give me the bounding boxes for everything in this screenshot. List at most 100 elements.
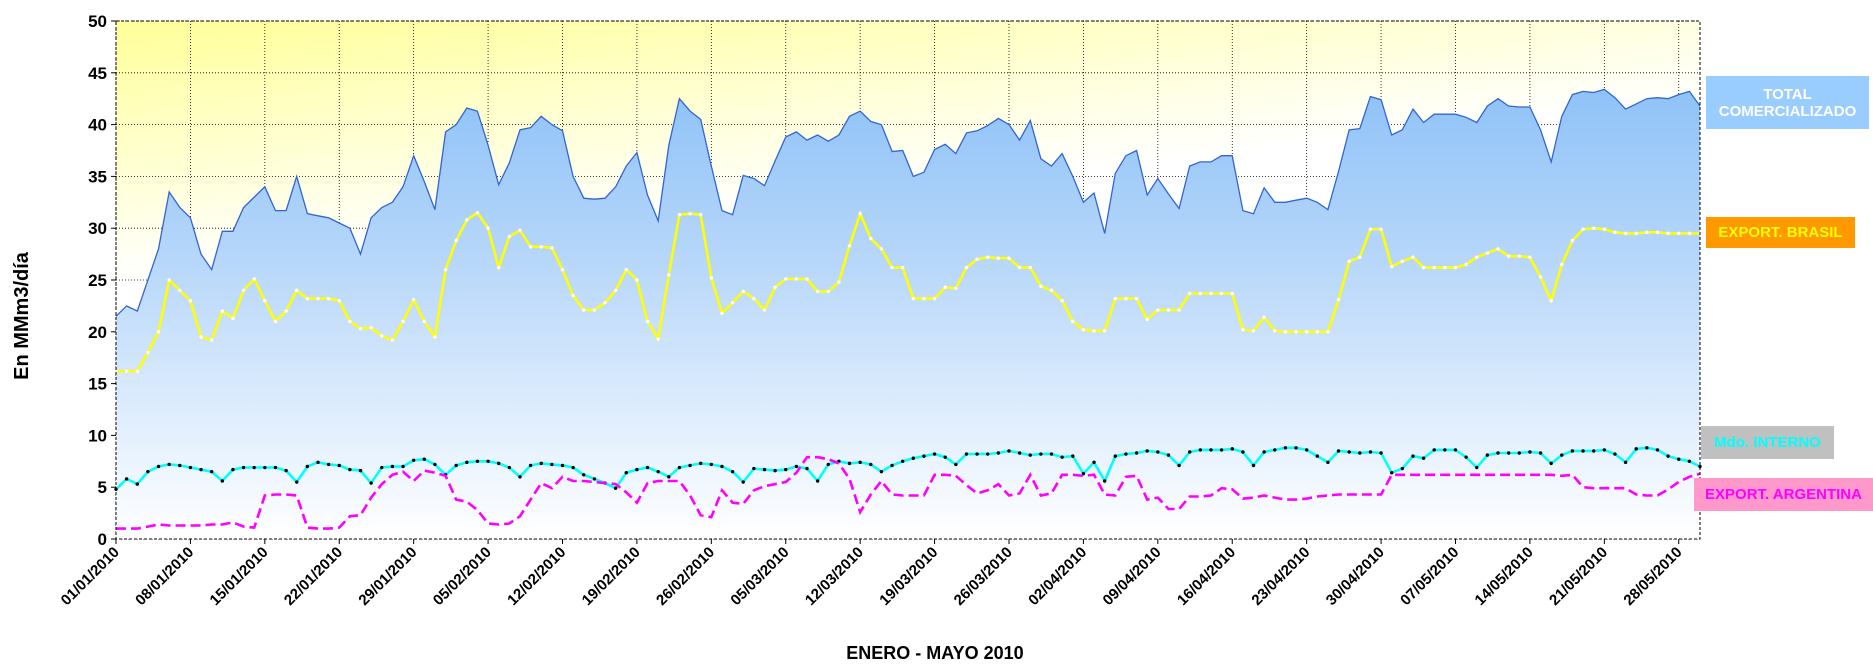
marker (401, 319, 405, 324)
marker (847, 461, 852, 466)
marker (422, 457, 426, 461)
marker (592, 477, 597, 481)
marker (124, 477, 129, 481)
marker (433, 462, 437, 467)
marker (986, 255, 990, 259)
marker (1304, 330, 1309, 334)
marker (847, 244, 852, 248)
marker (1560, 262, 1564, 267)
marker (1262, 315, 1266, 319)
marker (954, 462, 958, 467)
marker (231, 316, 235, 321)
marker (1634, 231, 1638, 236)
y-tick-label: 35 (88, 167, 107, 186)
marker (1655, 230, 1660, 235)
y-tick-label: 25 (88, 271, 107, 290)
marker (1145, 449, 1149, 453)
marker (709, 462, 714, 467)
marker (1294, 446, 1298, 450)
marker (422, 319, 426, 324)
x-tick-label: 16/04/2010 (1174, 544, 1239, 609)
marker (1049, 452, 1054, 456)
marker (1209, 448, 1213, 452)
marker (730, 301, 735, 305)
marker (900, 265, 905, 270)
marker (1602, 448, 1607, 452)
marker (603, 301, 607, 305)
marker (826, 462, 830, 467)
marker (1538, 451, 1543, 455)
line (115, 88, 1701, 317)
y-tick-label: 5 (98, 478, 107, 497)
marker (263, 299, 267, 303)
marker (890, 265, 894, 270)
marker (1560, 453, 1564, 457)
marker (1411, 454, 1415, 458)
marker (1166, 453, 1171, 457)
y-tick-label: 20 (88, 323, 107, 342)
y-tick-label: 15 (88, 375, 107, 394)
marker (911, 296, 916, 301)
marker (560, 267, 565, 272)
marker (932, 452, 937, 456)
marker (369, 325, 373, 330)
series-label: EXPORT. ARGENTINA (1694, 478, 1873, 511)
marker (1049, 288, 1054, 293)
marker (815, 289, 820, 294)
marker (1400, 259, 1405, 264)
marker (1687, 231, 1692, 236)
marker (635, 467, 639, 472)
marker (284, 309, 288, 313)
marker (135, 482, 139, 486)
area (116, 89, 1700, 540)
marker (1251, 463, 1256, 468)
marker (656, 469, 660, 474)
marker (209, 469, 214, 474)
marker (1092, 460, 1096, 465)
marker (975, 452, 979, 456)
marker (1071, 454, 1075, 458)
series-label: EXPORT. BRASIL (1706, 217, 1855, 248)
marker (773, 285, 777, 289)
marker (1017, 451, 1022, 455)
marker (1007, 256, 1011, 260)
marker (411, 297, 416, 302)
marker (720, 311, 724, 315)
x-tick-label: 22/01/2010 (281, 544, 346, 609)
marker (518, 475, 522, 479)
marker (730, 469, 735, 474)
marker (146, 469, 150, 474)
marker (741, 289, 745, 294)
marker (932, 296, 937, 301)
marker (709, 276, 714, 280)
marker (1687, 459, 1692, 463)
marker (220, 309, 225, 313)
marker (1347, 450, 1351, 454)
marker (1506, 451, 1511, 455)
marker (1273, 329, 1277, 333)
marker (805, 277, 809, 281)
marker (1528, 450, 1532, 454)
marker (497, 461, 501, 466)
marker (1443, 265, 1447, 270)
marker (1591, 226, 1596, 230)
marker (220, 479, 225, 483)
marker (295, 480, 299, 484)
y-axis-label: En MMm3/día (11, 251, 33, 380)
marker (1156, 450, 1160, 454)
marker (1315, 330, 1319, 334)
marker (380, 334, 384, 338)
marker (1262, 450, 1266, 454)
marker (337, 299, 341, 303)
marker (784, 277, 788, 281)
marker (550, 462, 554, 467)
x-tick-label: 21/05/2010 (1546, 544, 1611, 609)
marker (688, 463, 692, 468)
marker (1230, 291, 1234, 296)
marker (1390, 470, 1394, 475)
marker (178, 288, 182, 293)
marker (698, 213, 703, 217)
marker (1358, 255, 1362, 259)
